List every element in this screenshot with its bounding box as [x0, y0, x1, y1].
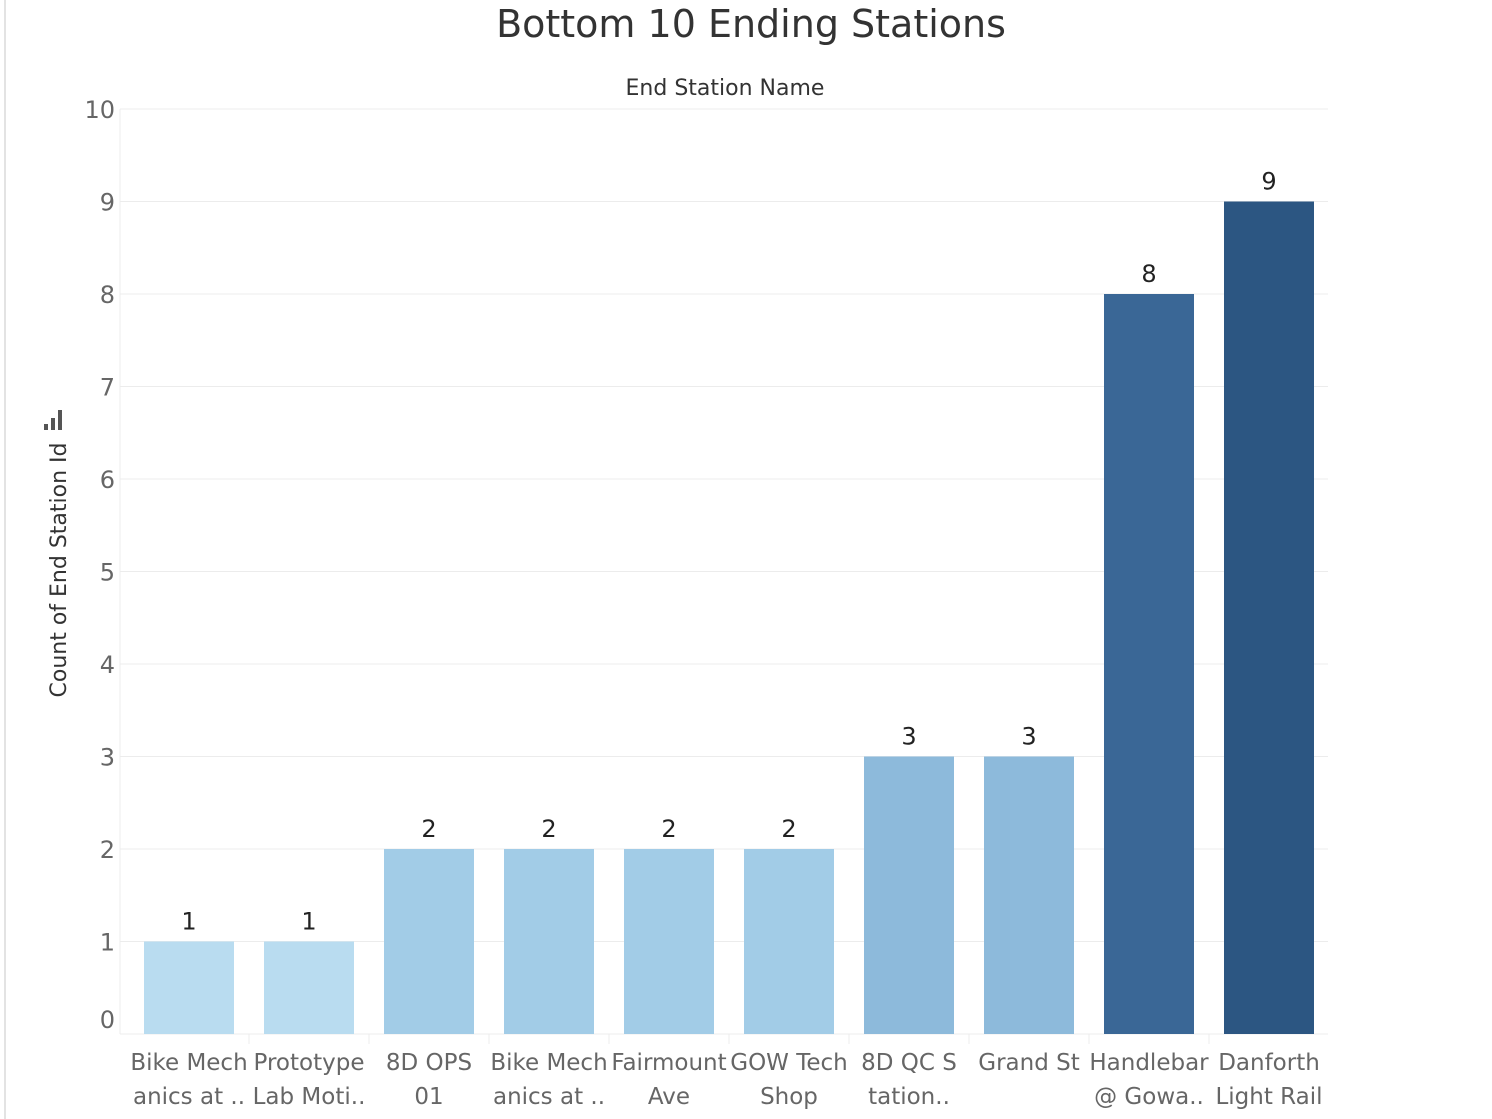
y-tick-label: 6 — [100, 466, 115, 494]
x-tick-label: anics at .. — [493, 1084, 605, 1110]
x-tick-label: Bike Mech — [490, 1050, 607, 1076]
x-tick-label: 01 — [414, 1084, 443, 1110]
bar[interactable] — [624, 849, 714, 1034]
x-tick-label: GOW Tech — [730, 1050, 848, 1076]
y-tick-label: 10 — [84, 96, 115, 124]
data-label: 8 — [1141, 260, 1156, 288]
x-tick-label: Bike Mech — [130, 1050, 247, 1076]
x-tick-label: 8D QC S — [861, 1050, 957, 1076]
data-label: 2 — [541, 815, 556, 843]
y-tick-label: 2 — [100, 836, 115, 864]
x-tick-label: anics at .. — [133, 1084, 245, 1110]
x-tick-label: Ave — [648, 1084, 690, 1110]
x-tick-label: Grand St — [978, 1050, 1079, 1076]
bar[interactable] — [144, 941, 234, 1035]
data-label: 2 — [661, 815, 676, 843]
x-tick-label: Fairmount — [611, 1050, 726, 1076]
bar[interactable] — [504, 849, 594, 1034]
bar[interactable] — [864, 756, 954, 1035]
data-label: 2 — [421, 815, 436, 843]
bar[interactable] — [1224, 201, 1314, 1035]
x-tick-label: Lab Moti.. — [253, 1084, 366, 1110]
data-label: 9 — [1261, 168, 1276, 196]
data-label: 1 — [181, 908, 196, 936]
data-label: 1 — [301, 908, 316, 936]
y-tick-labels: 0 1 2 3 4 5 6 7 8 9 10 — [84, 96, 115, 1034]
data-label: 3 — [901, 723, 916, 751]
bars — [144, 201, 1314, 1035]
x-tick-label: @ Gowa.. — [1094, 1084, 1204, 1110]
bar[interactable] — [984, 756, 1074, 1035]
y-tick-label: 8 — [100, 281, 115, 309]
chart-title: Bottom 10 Ending Stations — [496, 2, 1006, 46]
x-tick-label: 8D OPS — [386, 1050, 472, 1076]
data-label: 3 — [1021, 723, 1036, 751]
y-axis-title: Count of End Station Id — [47, 443, 72, 698]
y-tick-label: 0 — [100, 1006, 115, 1034]
bar[interactable] — [1104, 294, 1194, 1034]
x-tick-label: Light Rail — [1215, 1084, 1322, 1110]
bar[interactable] — [384, 849, 474, 1034]
y-tick-label: 1 — [100, 929, 115, 957]
y-tick-label: 9 — [100, 189, 115, 217]
data-label: 2 — [781, 815, 796, 843]
x-tick-label: tation.. — [868, 1084, 950, 1110]
column-header: End Station Name — [625, 76, 825, 101]
x-tick-label: Handlebar — [1089, 1050, 1209, 1076]
y-tick-label: 7 — [100, 374, 115, 402]
x-tick-labels: Bike Mech anics at .. Prototype Lab Moti.. 8… — [130, 1034, 1323, 1110]
y-tick-label: 3 — [100, 744, 115, 772]
sort-bars-icon[interactable] — [42, 406, 66, 430]
bar[interactable] — [744, 849, 834, 1034]
y-tick-label: 4 — [100, 651, 115, 679]
x-tick-label: Danforth — [1218, 1050, 1320, 1076]
bar[interactable] — [264, 941, 354, 1035]
x-tick-label: Prototype — [254, 1050, 365, 1076]
data-labels: 1 1 2 2 2 2 3 3 8 9 — [181, 168, 1276, 936]
x-tick-label: Shop — [760, 1084, 818, 1110]
left-border — [4, 0, 6, 1119]
y-tick-label: 5 — [100, 559, 115, 587]
